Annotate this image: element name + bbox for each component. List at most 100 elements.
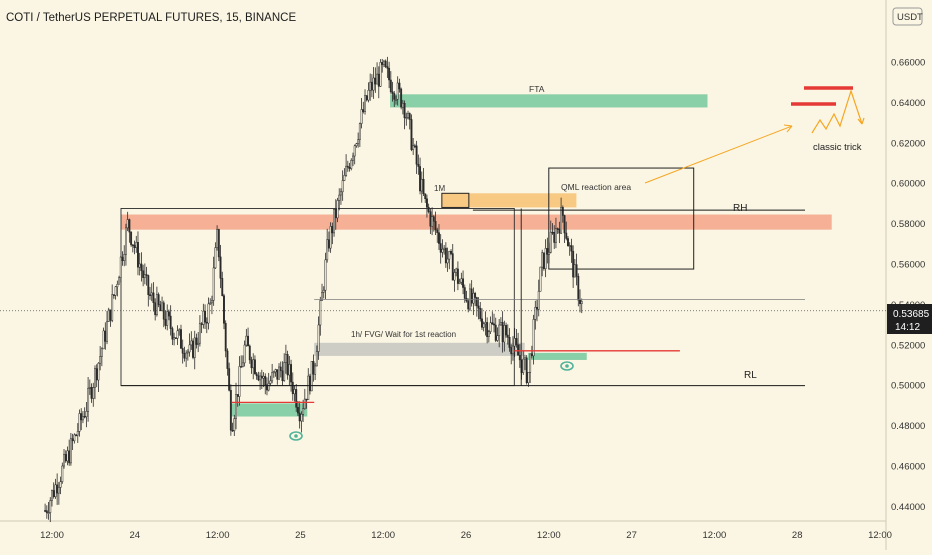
time-tick-label: 12:00 [40,530,64,541]
candle [92,382,95,407]
one-m-box[interactable] [441,192,470,208]
candle-body [186,351,189,354]
candle-body [369,81,372,91]
one-m-zone[interactable] [441,193,577,208]
candle [451,243,454,281]
current-price-value: 0.53685 [893,309,930,320]
candle [59,476,62,495]
candle [355,142,358,148]
candle-body [382,60,385,65]
candle-body [554,228,557,243]
candle [131,244,134,253]
eye-pupil [294,434,298,438]
candle [121,251,124,266]
candle-body [358,123,361,140]
candle [568,242,571,256]
candle [391,81,394,102]
candle-body [293,389,296,395]
candle-body [123,254,126,261]
candle [76,423,79,443]
candle [296,400,299,416]
candle-body [131,244,134,246]
candle [376,62,379,85]
candle-body [87,387,90,412]
candle [534,300,537,330]
candle [319,296,322,336]
demand-zone-right[interactable] [528,352,587,360]
candle-body [417,163,420,167]
candle [283,353,286,382]
candle [219,245,222,289]
candle-body [302,408,305,415]
candle [412,137,415,155]
candle-body [350,159,353,169]
candle-body [149,294,151,296]
candle-body [253,359,256,375]
candle-body [345,165,348,176]
candle-body [431,216,434,227]
candle-body [443,247,446,250]
candle [236,394,239,407]
candle [486,317,489,344]
candle [541,249,544,277]
candle-body [551,231,554,234]
qml-box[interactable] [548,167,695,270]
candle [419,157,422,195]
candle [80,408,83,431]
candle-body [493,323,495,326]
candle [152,282,155,312]
candle [109,309,112,327]
candle-body [68,450,71,464]
time-tick-label: 12:00 [206,530,230,541]
candle [439,234,442,264]
candle-body [271,372,274,382]
candle-body [283,362,286,382]
candle-body [188,344,191,353]
price-tick-label: 0.60000 [891,179,925,190]
candle [577,273,580,307]
candle-body [298,412,301,422]
candle [166,304,169,331]
candle-body [579,299,581,304]
candle [133,240,136,255]
fta-zone[interactable] [390,94,708,108]
candle-body [484,322,487,325]
candle [52,482,55,499]
candle-body [116,283,119,288]
candle [518,344,521,368]
candle-body [138,263,141,268]
candle [465,290,468,303]
candle-body [377,73,380,87]
candle-body [575,264,578,277]
candle-body [467,300,470,310]
candle [384,59,387,69]
candle-body [537,290,540,310]
candle [427,203,430,214]
candle-body [178,329,181,332]
candle [130,231,133,247]
candle [501,311,504,353]
candle-body [307,375,310,400]
fvg-zone[interactable] [314,342,525,356]
candle [54,478,57,499]
candle [224,320,227,358]
candle [88,379,91,395]
candle [511,336,514,361]
candle [190,331,193,350]
candle [479,301,482,322]
candle [417,154,420,175]
currency-badge[interactable]: USDT [892,7,923,26]
supply-zone[interactable] [121,214,832,230]
candle [126,211,129,232]
candle-body [513,338,516,347]
candle-body [489,322,492,332]
demand-zone-left[interactable] [231,403,308,417]
candle [513,328,516,357]
candle-body [193,337,196,358]
candle-body [190,340,193,346]
candle-body [357,139,360,144]
candle-body [119,256,122,278]
candle [493,313,495,333]
